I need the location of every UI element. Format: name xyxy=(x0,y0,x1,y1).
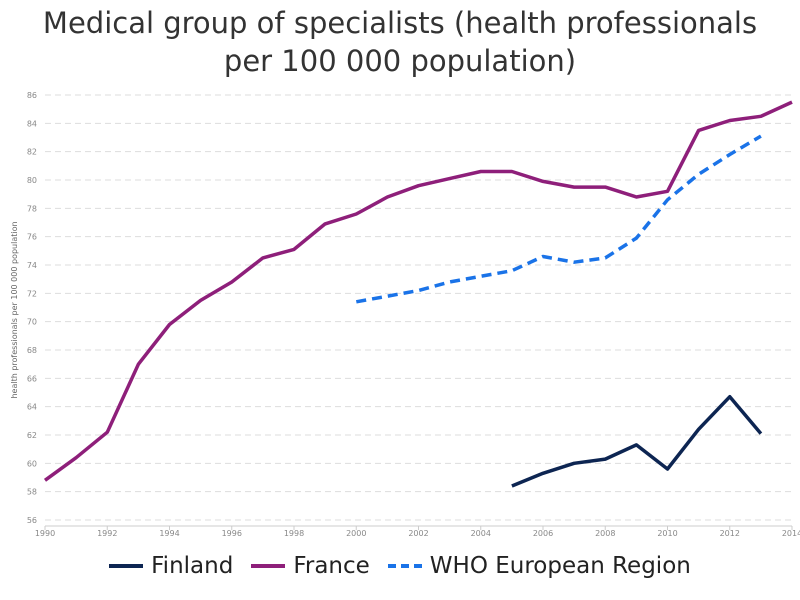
x-tick-label: 2006 xyxy=(533,529,553,538)
y-tick-label: 82 xyxy=(27,148,37,157)
axes: 56 58 60 62 64 66 68 70 72 74 76 78 80 82 84 86 1990 1992… xyxy=(27,91,800,538)
y-tick-label: 86 xyxy=(27,91,37,100)
x-tick-label: 1996 xyxy=(222,529,242,538)
y-axis-label: health professionals per 100 000 populat… xyxy=(10,221,19,398)
y-tick-label: 60 xyxy=(27,459,37,468)
y-tick-label: 76 xyxy=(27,233,37,242)
y-tick-label: 78 xyxy=(27,204,37,213)
y-tick-label: 70 xyxy=(27,318,37,327)
gridlines xyxy=(45,94,792,521)
y-tick-label: 68 xyxy=(27,346,37,355)
series-line-finland xyxy=(511,394,763,488)
chart-title-line-2: per 100 000 population) xyxy=(223,44,577,78)
series-lines xyxy=(43,100,793,488)
x-tick-label: 1992 xyxy=(97,529,117,538)
y-tick-label: 64 xyxy=(27,403,37,412)
x-tick-label: 2002 xyxy=(408,529,428,538)
legend-label: France xyxy=(293,553,370,579)
legend: Finland France WHO European Region xyxy=(0,550,800,582)
series-line-who-european-region xyxy=(355,134,762,304)
y-tick-label: 66 xyxy=(27,374,37,383)
legend-swatch xyxy=(387,564,422,568)
x-tick-label: 2008 xyxy=(595,529,615,538)
x-tick-label: 1990 xyxy=(35,529,55,538)
y-tick-label: 84 xyxy=(27,119,37,128)
x-tick-label: 2004 xyxy=(471,529,491,538)
x-tick-label: 1994 xyxy=(159,529,179,538)
legend-swatch xyxy=(109,564,144,568)
x-tick-label: 2000 xyxy=(346,529,366,538)
series-line-france xyxy=(43,100,793,482)
y-tick-label: 58 xyxy=(27,488,37,497)
x-tick-label: 2010 xyxy=(657,529,677,538)
legend-item-finland[interactable]: Finland xyxy=(109,553,233,579)
legend-item-france[interactable]: France xyxy=(251,553,370,579)
y-tick-label: 72 xyxy=(27,289,37,298)
x-tick-label: 2012 xyxy=(720,529,740,538)
y-tick-label: 74 xyxy=(27,261,37,270)
chart-title: Medical group of specialists (health pro… xyxy=(0,4,800,80)
x-tick-label: 1998 xyxy=(284,529,304,538)
legend-label: Finland xyxy=(151,553,234,579)
x-tick-label: 2014 xyxy=(782,529,800,538)
chart-title-line-1: Medical group of specialists (health pro… xyxy=(42,6,758,40)
legend-swatch xyxy=(251,564,286,568)
y-tick-label: 62 xyxy=(27,431,37,440)
legend-item-who-european-region[interactable]: WHO European Region xyxy=(387,553,691,579)
legend-label: WHO European Region xyxy=(429,553,691,579)
y-tick-label: 80 xyxy=(27,176,37,185)
y-tick-label: 56 xyxy=(27,516,37,525)
